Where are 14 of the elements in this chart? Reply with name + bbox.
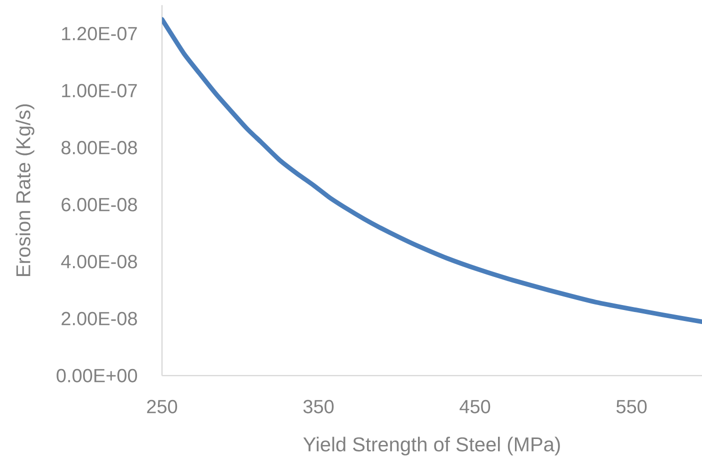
y-tick-label: 8.00E-08 [62, 140, 137, 154]
y-tick-label: 6.00E-08 [62, 198, 137, 212]
y-tick-label: 2.00E-08 [62, 312, 137, 326]
y-tick-label: 1.00E-07 [62, 84, 137, 98]
y-axis-title: Erosion Rate (Kg/s) [16, 104, 34, 276]
y-tick-label: 4.00E-08 [61, 254, 137, 268]
x-tick-label: 350 [303, 400, 334, 414]
x-axis-title: Yield Strength of Steel (MPa) [303, 436, 560, 456]
x-tick-label: 250 [147, 400, 178, 414]
y-tick-label: 0.00E+00 [56, 368, 138, 382]
x-tick-label: 450 [460, 400, 490, 414]
x-tick-label: 550 [616, 400, 647, 414]
y-tick-label: 1.20E-07 [62, 26, 137, 40]
line-series [162, 17, 702, 324]
